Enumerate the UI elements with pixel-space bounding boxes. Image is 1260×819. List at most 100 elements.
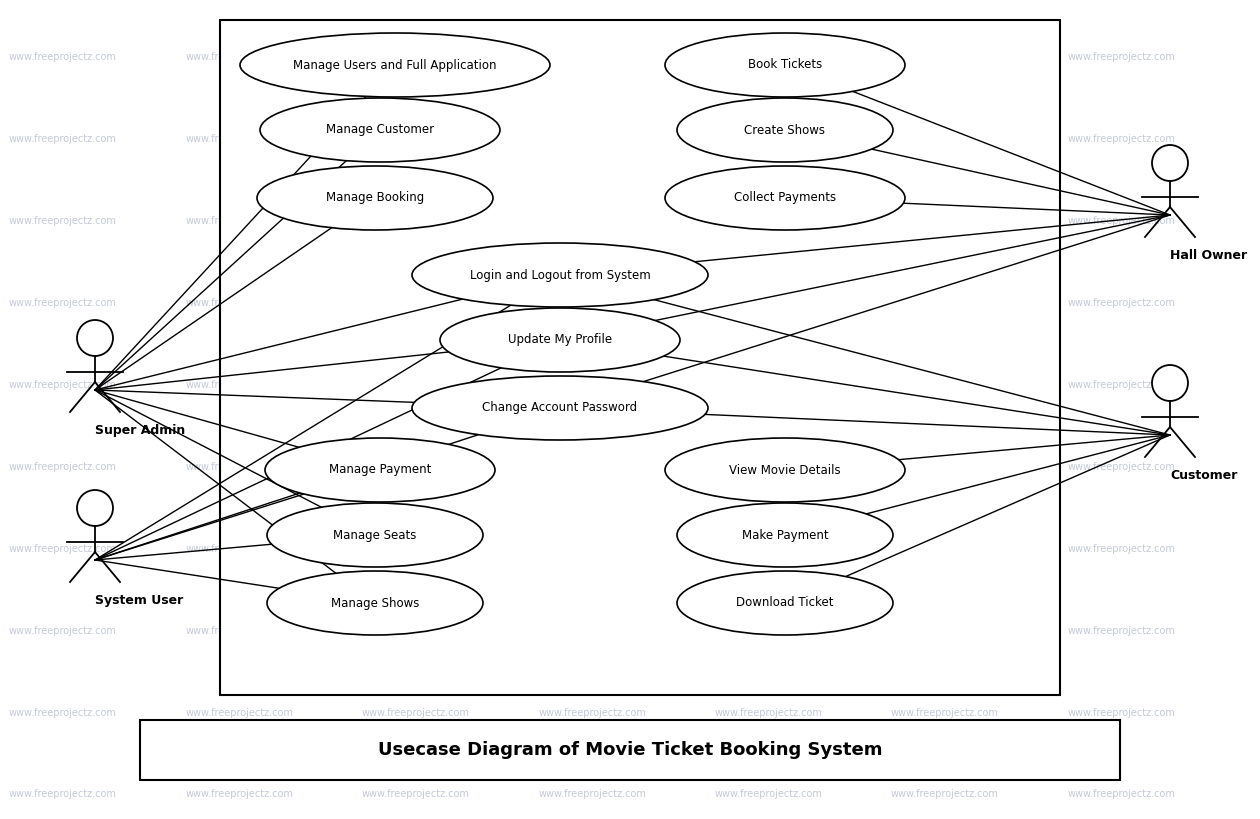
Text: www.freeprojectz.com: www.freeprojectz.com — [538, 462, 646, 472]
Text: www.freeprojectz.com: www.freeprojectz.com — [1067, 708, 1176, 717]
Text: Manage Booking: Manage Booking — [326, 192, 425, 205]
Text: www.freeprojectz.com: www.freeprojectz.com — [714, 134, 823, 144]
Text: Download Ticket: Download Ticket — [736, 596, 834, 609]
Text: www.freeprojectz.com: www.freeprojectz.com — [185, 298, 294, 308]
Text: www.freeprojectz.com: www.freeprojectz.com — [1067, 134, 1176, 144]
Ellipse shape — [239, 33, 551, 97]
Bar — [140, 720, 1120, 780]
Text: Manage Seats: Manage Seats — [334, 528, 417, 541]
Text: www.freeprojectz.com: www.freeprojectz.com — [714, 298, 823, 308]
Text: www.freeprojectz.com: www.freeprojectz.com — [714, 790, 823, 799]
Text: www.freeprojectz.com: www.freeprojectz.com — [891, 134, 999, 144]
Text: www.freeprojectz.com: www.freeprojectz.com — [538, 380, 646, 390]
Text: www.freeprojectz.com: www.freeprojectz.com — [362, 790, 470, 799]
Text: www.freeprojectz.com: www.freeprojectz.com — [9, 626, 117, 636]
Text: Manage Customer: Manage Customer — [326, 124, 433, 137]
Text: www.freeprojectz.com: www.freeprojectz.com — [891, 544, 999, 554]
Text: Manage Shows: Manage Shows — [331, 596, 420, 609]
Text: www.freeprojectz.com: www.freeprojectz.com — [891, 216, 999, 226]
Text: www.freeprojectz.com: www.freeprojectz.com — [9, 52, 117, 62]
Text: www.freeprojectz.com: www.freeprojectz.com — [362, 216, 470, 226]
Text: www.freeprojectz.com: www.freeprojectz.com — [185, 52, 294, 62]
Text: www.freeprojectz.com: www.freeprojectz.com — [9, 298, 117, 308]
Ellipse shape — [665, 33, 905, 97]
Text: www.freeprojectz.com: www.freeprojectz.com — [891, 790, 999, 799]
Text: www.freeprojectz.com: www.freeprojectz.com — [714, 52, 823, 62]
Text: www.freeprojectz.com: www.freeprojectz.com — [362, 708, 470, 717]
Text: View Movie Details: View Movie Details — [730, 464, 840, 477]
Text: Hall Owner: Hall Owner — [1171, 249, 1247, 262]
Text: www.freeprojectz.com: www.freeprojectz.com — [185, 380, 294, 390]
Text: www.freeprojectz.com: www.freeprojectz.com — [185, 708, 294, 717]
Ellipse shape — [260, 98, 500, 162]
Text: www.freeprojectz.com: www.freeprojectz.com — [362, 462, 470, 472]
Circle shape — [77, 490, 113, 526]
Text: www.freeprojectz.com: www.freeprojectz.com — [714, 626, 823, 636]
Text: www.freeprojectz.com: www.freeprojectz.com — [185, 134, 294, 144]
Ellipse shape — [267, 571, 483, 635]
Text: www.freeprojectz.com: www.freeprojectz.com — [185, 544, 294, 554]
Text: www.freeprojectz.com: www.freeprojectz.com — [891, 462, 999, 472]
Text: www.freeprojectz.com: www.freeprojectz.com — [1067, 380, 1176, 390]
Text: www.freeprojectz.com: www.freeprojectz.com — [9, 708, 117, 717]
Text: System User: System User — [94, 594, 183, 607]
Text: Create Shows: Create Shows — [745, 124, 825, 137]
Text: www.freeprojectz.com: www.freeprojectz.com — [891, 52, 999, 62]
Text: www.freeprojectz.com: www.freeprojectz.com — [538, 626, 646, 636]
Text: www.freeprojectz.com: www.freeprojectz.com — [9, 380, 117, 390]
Text: www.freeprojectz.com: www.freeprojectz.com — [9, 216, 117, 226]
Text: www.freeprojectz.com: www.freeprojectz.com — [714, 708, 823, 717]
Text: www.freeprojectz.com: www.freeprojectz.com — [9, 462, 117, 472]
Text: www.freeprojectz.com: www.freeprojectz.com — [891, 298, 999, 308]
Text: www.freeprojectz.com: www.freeprojectz.com — [9, 544, 117, 554]
Circle shape — [1152, 365, 1188, 401]
Ellipse shape — [412, 243, 708, 307]
Text: www.freeprojectz.com: www.freeprojectz.com — [185, 626, 294, 636]
Text: Usecase Diagram of Movie Ticket Booking System: Usecase Diagram of Movie Ticket Booking … — [378, 741, 882, 759]
Text: Change Account Password: Change Account Password — [483, 401, 638, 414]
Text: www.freeprojectz.com: www.freeprojectz.com — [538, 298, 646, 308]
Text: www.freeprojectz.com: www.freeprojectz.com — [1067, 298, 1176, 308]
Text: www.freeprojectz.com: www.freeprojectz.com — [1067, 626, 1176, 636]
Text: www.freeprojectz.com: www.freeprojectz.com — [538, 544, 646, 554]
Text: www.freeprojectz.com: www.freeprojectz.com — [362, 380, 470, 390]
Text: www.freeprojectz.com: www.freeprojectz.com — [891, 626, 999, 636]
Text: Book Tickets: Book Tickets — [748, 58, 822, 71]
Text: www.freeprojectz.com: www.freeprojectz.com — [1067, 52, 1176, 62]
Text: www.freeprojectz.com: www.freeprojectz.com — [9, 134, 117, 144]
Text: Collect Payments: Collect Payments — [733, 192, 837, 205]
Ellipse shape — [440, 308, 680, 372]
Text: www.freeprojectz.com: www.freeprojectz.com — [1067, 544, 1176, 554]
Circle shape — [77, 320, 113, 356]
Text: www.freeprojectz.com: www.freeprojectz.com — [362, 134, 470, 144]
Text: www.freeprojectz.com: www.freeprojectz.com — [185, 216, 294, 226]
Text: www.freeprojectz.com: www.freeprojectz.com — [362, 52, 470, 62]
Text: www.freeprojectz.com: www.freeprojectz.com — [362, 298, 470, 308]
Text: www.freeprojectz.com: www.freeprojectz.com — [362, 544, 470, 554]
Circle shape — [1152, 145, 1188, 181]
Text: www.freeprojectz.com: www.freeprojectz.com — [891, 380, 999, 390]
Bar — [220, 20, 1060, 695]
Ellipse shape — [665, 438, 905, 502]
Text: www.freeprojectz.com: www.freeprojectz.com — [1067, 462, 1176, 472]
Text: www.freeprojectz.com: www.freeprojectz.com — [891, 708, 999, 717]
Text: Customer: Customer — [1171, 469, 1237, 482]
Text: www.freeprojectz.com: www.freeprojectz.com — [1067, 790, 1176, 799]
Text: www.freeprojectz.com: www.freeprojectz.com — [362, 626, 470, 636]
Text: Super Admin: Super Admin — [94, 424, 185, 437]
Text: www.freeprojectz.com: www.freeprojectz.com — [714, 216, 823, 226]
Ellipse shape — [665, 166, 905, 230]
Text: www.freeprojectz.com: www.freeprojectz.com — [1067, 216, 1176, 226]
Ellipse shape — [677, 98, 893, 162]
Ellipse shape — [677, 571, 893, 635]
Text: www.freeprojectz.com: www.freeprojectz.com — [538, 790, 646, 799]
Text: www.freeprojectz.com: www.freeprojectz.com — [185, 462, 294, 472]
Text: www.freeprojectz.com: www.freeprojectz.com — [9, 790, 117, 799]
Text: www.freeprojectz.com: www.freeprojectz.com — [714, 544, 823, 554]
Text: www.freeprojectz.com: www.freeprojectz.com — [714, 462, 823, 472]
Text: www.freeprojectz.com: www.freeprojectz.com — [185, 790, 294, 799]
Text: Manage Users and Full Application: Manage Users and Full Application — [294, 58, 496, 71]
Ellipse shape — [257, 166, 493, 230]
Ellipse shape — [267, 503, 483, 567]
Ellipse shape — [265, 438, 495, 502]
